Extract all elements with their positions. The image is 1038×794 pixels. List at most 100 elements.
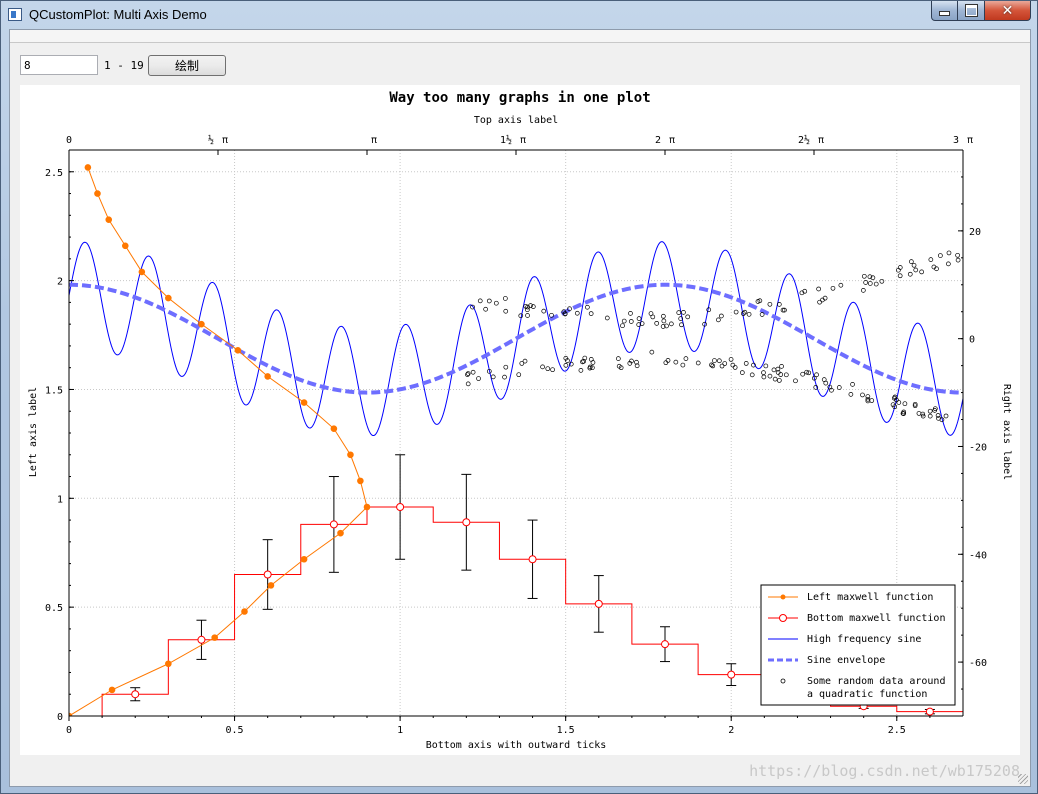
bottom-tick-label: 2.5	[888, 725, 906, 736]
random-data-point	[920, 413, 926, 419]
random-data-point	[486, 298, 492, 304]
random-data-point	[804, 369, 810, 375]
top-axis-label: Top axis label	[474, 115, 558, 126]
random-data-point	[503, 308, 509, 314]
random-data-point	[470, 369, 476, 375]
random-data-point	[938, 253, 943, 258]
random-data-point	[821, 377, 827, 382]
random-data-point	[685, 314, 691, 320]
left-maxwell-line	[69, 167, 368, 716]
top-tick-pi-symbol: π	[520, 135, 526, 146]
left-maxwell-point	[94, 190, 101, 197]
random-data-point	[519, 361, 525, 366]
random-data-point	[775, 370, 781, 375]
left-maxwell-point	[267, 582, 275, 589]
random-data-point	[524, 307, 530, 313]
random-data-point	[860, 288, 866, 293]
series-layer	[69, 164, 963, 716]
plot-widget[interactable]: 0 0.5 1 1.5 2 2.5 0 0.5 1 1.5 2 2.5 20 0 -20 -40 -60 0 ½ π π…	[20, 85, 1020, 755]
minimize-button[interactable]	[931, 1, 958, 21]
random-data-point	[490, 374, 496, 380]
top-tick-pi-symbol: π	[818, 135, 824, 146]
random-data-point	[578, 368, 584, 373]
maximize-button[interactable]	[958, 1, 985, 21]
random-data-point	[742, 309, 748, 315]
high-frequency-sine-line	[69, 241, 963, 437]
random-data-point	[716, 358, 722, 364]
random-data-point	[811, 375, 817, 381]
bottom-tick-label: 2	[728, 725, 734, 736]
graph-count-input[interactable]	[20, 55, 98, 75]
random-data-point	[661, 313, 666, 319]
menu-bar	[10, 30, 1030, 43]
range-label: 1 - 19	[104, 59, 144, 72]
random-data-point	[901, 411, 907, 416]
random-data-point	[869, 398, 875, 403]
random-data-point	[719, 363, 725, 369]
random-data-point	[783, 372, 789, 378]
random-data-point	[525, 313, 530, 318]
right-tick-label: -40	[969, 550, 987, 561]
title-bar[interactable]: QCustomPlot: Multi Axis Demo ✕	[1, 1, 1037, 29]
random-data-point	[749, 372, 755, 378]
random-data-point	[830, 285, 836, 291]
random-data-point	[955, 257, 961, 263]
random-data-point	[861, 273, 867, 279]
random-data-point	[528, 303, 533, 308]
random-data-point	[782, 307, 787, 313]
random-data-point	[503, 364, 509, 370]
random-data-point	[561, 309, 567, 315]
random-data-point	[740, 311, 746, 316]
random-data-point	[676, 310, 682, 315]
random-data-point	[530, 304, 536, 309]
legend-label-hf-sine: High frequency sine	[807, 634, 921, 645]
random-data-point	[806, 370, 812, 376]
right-tick-label: 0	[969, 335, 975, 346]
close-button[interactable]: ✕	[985, 1, 1031, 21]
top-tick-label: 0	[66, 135, 72, 146]
left-tick-label: 1.5	[45, 385, 63, 396]
random-data-point	[863, 280, 869, 285]
random-data-point	[912, 403, 918, 409]
random-data-point	[892, 404, 898, 410]
random-data-point	[634, 363, 640, 369]
random-data-point	[928, 257, 934, 262]
legend-label-left-maxwell: Left maxwell function	[807, 592, 933, 603]
legend-marker-bottom-maxwell	[779, 614, 787, 622]
resize-grip[interactable]	[1018, 774, 1028, 784]
random-data-point	[574, 310, 580, 316]
random-data-point	[780, 307, 786, 313]
random-data-point	[927, 413, 933, 419]
random-data-point	[545, 366, 551, 372]
random-data-point	[817, 299, 822, 305]
random-data-point	[730, 362, 736, 368]
left-maxwell-point	[264, 373, 271, 380]
random-data-point	[660, 324, 666, 329]
sine-envelope-line	[69, 282, 963, 395]
random-data-point	[776, 378, 782, 383]
random-data-point	[477, 298, 483, 304]
bottom-maxwell-point	[594, 599, 603, 608]
bottom-maxwell-point	[925, 707, 934, 716]
random-data-point	[848, 392, 854, 397]
right-tick-label: 20	[969, 227, 981, 238]
random-data-point	[465, 371, 471, 376]
bottom-maxwell-point	[727, 670, 736, 679]
random-data-point	[867, 281, 873, 286]
bottom-maxwell-point	[462, 518, 471, 527]
legend[interactable]: Left maxwell function Bottom maxwell fun…	[760, 584, 956, 706]
random-data-point	[867, 274, 873, 280]
random-data-point	[678, 316, 684, 321]
top-tick-label: 1½	[500, 134, 512, 146]
random-data-point	[710, 363, 716, 369]
random-data-point	[763, 363, 769, 369]
left-maxwell-point	[105, 216, 113, 223]
plot-button[interactable]: 绘制	[148, 55, 226, 76]
random-data-point	[604, 315, 610, 321]
random-data-point	[776, 302, 782, 307]
legend-label-sine-envelope: Sine envelope	[807, 655, 885, 666]
random-data-point	[911, 262, 917, 268]
random-data-point	[681, 310, 686, 315]
random-data-point	[664, 323, 669, 329]
